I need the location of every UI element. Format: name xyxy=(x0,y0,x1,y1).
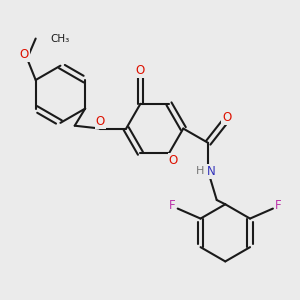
Text: O: O xyxy=(169,154,178,167)
Text: N: N xyxy=(207,165,216,178)
Text: O: O xyxy=(136,64,145,76)
Text: O: O xyxy=(96,115,105,128)
Text: F: F xyxy=(169,199,175,212)
Text: H: H xyxy=(196,167,204,176)
Text: O: O xyxy=(20,48,29,61)
Text: CH₃: CH₃ xyxy=(50,34,69,44)
Text: O: O xyxy=(222,111,231,124)
Text: F: F xyxy=(275,199,282,212)
